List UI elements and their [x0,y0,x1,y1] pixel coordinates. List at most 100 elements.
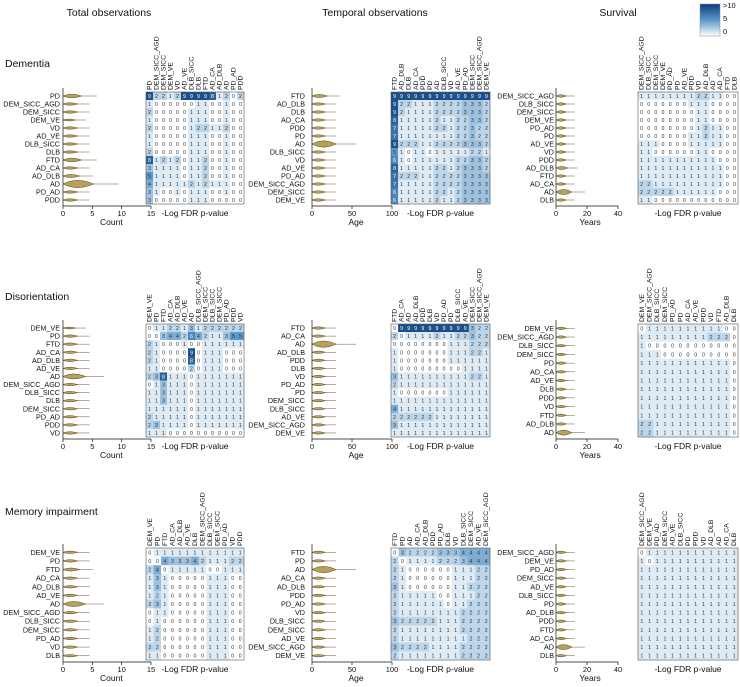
heatmap-cell [702,92,710,101]
heatmap-cell [398,332,406,341]
heatmap-cell [722,350,731,359]
heatmap-cell-value: 0 [194,602,197,608]
heatmap-cell-value: 1 [679,396,682,402]
heatmap-cell [160,180,168,189]
heatmap-cell-value: 1 [148,654,151,660]
heatmap-cell [451,556,460,566]
heatmap-cell-value: 1 [704,102,707,108]
heatmap-cell-value: 3 [478,142,481,148]
heatmap-cell-value: 1 [725,593,728,599]
heatmap-cell-value: 0 [676,126,679,132]
column-title: Survival [599,7,636,19]
heatmap-cell [195,196,203,205]
heatmap-cell-value: 1 [471,358,474,364]
heatmap-cell-value: 1 [733,636,736,642]
heatmap-cell [391,100,399,109]
heatmap-cell-value: 0 [232,174,235,180]
heatmap-cell-value: 2 [470,602,473,608]
violin-shape [62,102,79,106]
heatmap-cell-value: 0 [409,585,412,591]
heatmap-cell-value: 3 [478,174,481,180]
heatmap-cell-value: 0 [436,342,439,348]
heatmap-cell-value: 1 [431,654,434,660]
heatmap-cell [645,642,654,652]
heatmap-cell-value: 5 [239,334,242,340]
heatmap-cell-value: 0 [690,110,693,116]
heatmap-cell-value: 0 [232,118,235,124]
heatmap-cell [645,350,654,359]
heatmap-cell-value: 2 [407,142,410,148]
heatmap-cell-value: 0 [232,102,235,108]
heatmap-col-label: PD [147,80,154,90]
panel-disorientation-1: FTD AD_CA AD AD_DLB PDD DLB VD PD_AD PD DLB_SICC A… [248,268,490,460]
heatmap-cell-value: 2 [225,326,228,332]
heatmap-cell-value: 1 [687,602,690,608]
violin-shape [311,628,327,632]
heatmap-cell [475,332,484,341]
heatmap-cell [730,350,739,359]
violin-shape [311,182,327,186]
heatmap-cell [676,350,685,359]
violin-shape [62,93,83,99]
heatmap-cell [202,100,210,109]
heatmap-cell-value: 1 [393,358,396,364]
heatmap-cell [684,324,693,333]
heatmap-cell [676,393,685,403]
heatmap-cell [202,404,210,413]
heatmap-cell [398,634,407,643]
heatmap-cell-value: 1 [679,585,682,591]
colorbar-tick: 5 [723,14,727,23]
heatmap-cell [146,340,154,349]
heatmap-cell [451,565,460,575]
heatmap-cell-value: 8 [162,374,165,380]
heatmap-cell [691,573,700,583]
heatmap-col-label: AD_CA [168,299,175,322]
heatmap-cell-value: 1 [183,182,186,188]
heatmap-cell [691,591,700,600]
heatmap-cell-value: 1 [421,198,424,204]
heatmap-cell-value: 1 [687,413,690,419]
heatmap-cell-value: 1 [218,399,221,405]
heatmap-cell-value: 1 [428,174,431,180]
heatmap-cell [661,556,669,566]
heatmap-cell [461,364,469,373]
heatmap-cell [440,428,448,438]
heatmap-cell [421,642,430,652]
heatmap-cell-value: 1 [409,611,412,617]
heatmap-cell [716,124,724,133]
heatmap-cell-value: 1 [733,550,736,556]
heatmap-cell [230,100,238,109]
heatmap-cell [447,132,455,141]
heatmap-cell-value: 0 [733,142,736,148]
heatmap-cell-value: 1 [421,182,424,188]
heatmap-cell [174,348,182,357]
heatmap-cell-value: 0 [162,366,165,372]
heatmap-cell-value: 2 [409,550,412,556]
heatmap-cell-value: 1 [197,415,200,421]
heatmap-cell-value: 1 [457,342,460,348]
heatmap-cell [146,148,154,157]
heatmap-cell [429,616,437,626]
heatmap-cell [202,124,210,133]
heatmap-cell-value: 0 [447,585,450,591]
heatmap-cell [730,341,739,351]
heatmap-cell-value: 1 [702,636,705,642]
heatmap-cell-value: 1 [697,118,700,124]
heatmap-cell-value: 1 [702,326,705,332]
heatmap-cell [230,332,238,341]
violin-shape [555,628,567,632]
heatmap-cell-value: 0 [176,142,179,148]
heatmap-cell-value: 1 [648,602,651,608]
heatmap-cell-value: 1 [648,645,651,651]
heatmap-cell [209,332,217,341]
heatmap-cell-value: 2 [204,166,207,172]
heatmap-cell [419,92,427,101]
heatmap-cell-value: 4 [176,334,179,340]
heatmap-cell-value: 1 [211,399,214,405]
heatmap-cell-value: 1 [464,366,467,372]
heatmap-cell [676,582,685,592]
heatmap-cell-value: 0 [648,559,651,565]
heatmap-cell-value: 1 [176,166,179,172]
heatmap-cell [659,188,667,197]
heatmap-cell [468,428,477,438]
